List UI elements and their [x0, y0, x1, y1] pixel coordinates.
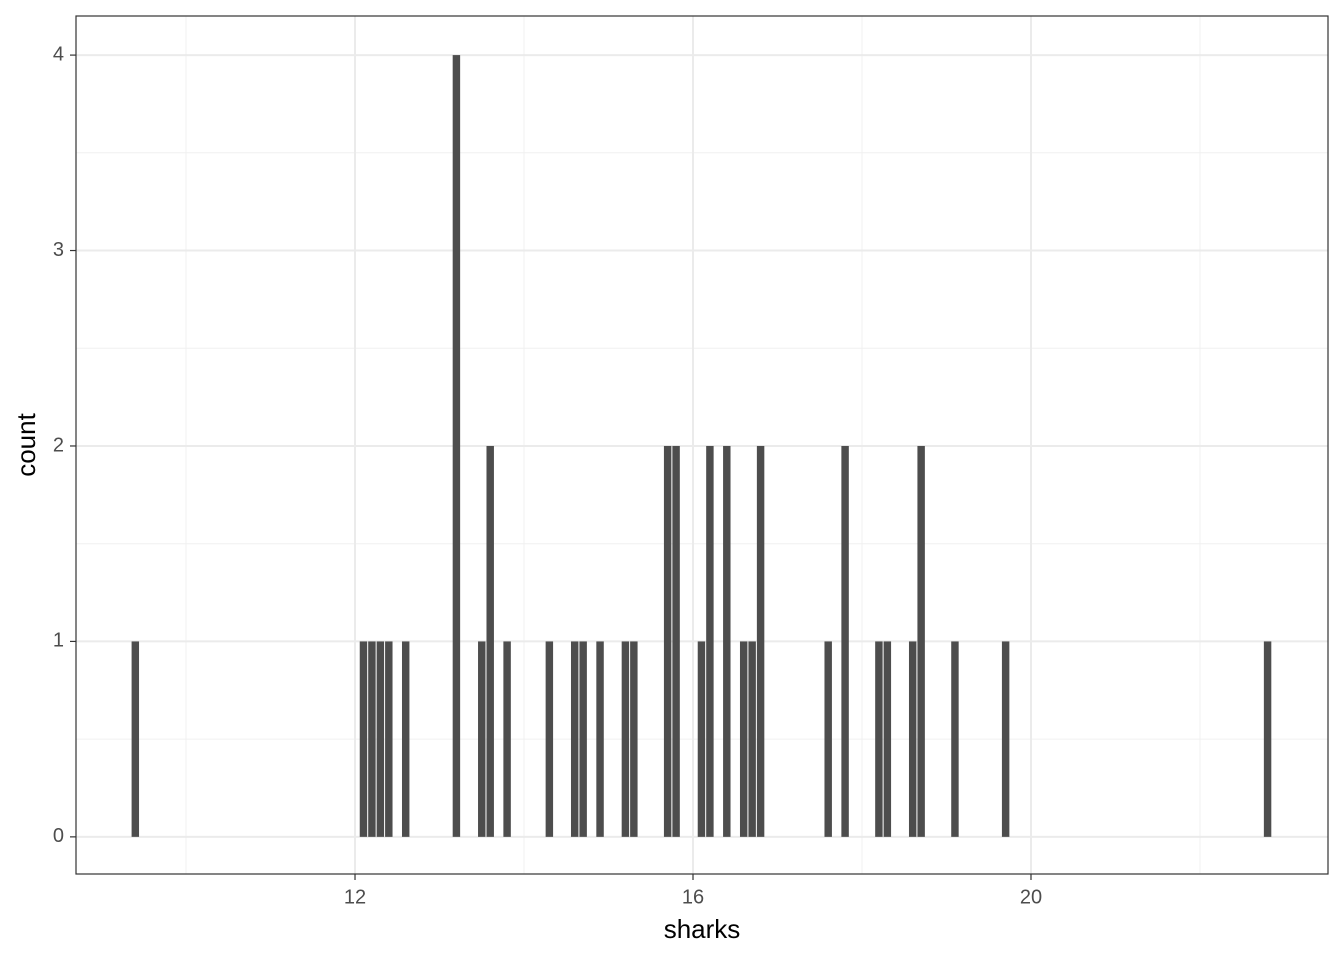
y-tick-label: 0 [53, 825, 64, 847]
bar [452, 55, 461, 837]
bar [385, 641, 393, 837]
bar [486, 445, 494, 837]
y-tick-label: 2 [53, 434, 64, 456]
bar [748, 641, 756, 837]
bar [478, 641, 486, 837]
bar [368, 641, 376, 837]
bar [570, 641, 579, 837]
bar [739, 641, 748, 837]
bar [875, 641, 883, 837]
bar [621, 641, 630, 837]
x-tick-label: 12 [344, 886, 366, 908]
bar [1001, 641, 1010, 837]
bar [630, 641, 638, 837]
x-tick-label: 20 [1020, 886, 1042, 908]
bar [883, 641, 892, 837]
bar [723, 445, 731, 837]
bar [503, 641, 511, 837]
x-tick-label: 16 [682, 886, 704, 908]
bar [401, 641, 410, 837]
bar [697, 641, 706, 837]
bar [131, 641, 140, 837]
x-axis-title: sharks [664, 914, 741, 944]
bar [596, 641, 604, 837]
bar [1263, 641, 1272, 837]
bar [824, 641, 832, 837]
bar [951, 641, 959, 837]
y-tick-label: 3 [53, 239, 64, 261]
bar [917, 445, 925, 837]
bar [663, 445, 672, 837]
bar [376, 641, 385, 837]
bar [756, 445, 765, 837]
y-tick-label: 1 [53, 630, 64, 652]
bar [579, 641, 587, 837]
bar [841, 445, 849, 837]
y-axis-title: count [11, 412, 41, 476]
bar [908, 641, 917, 837]
bar [359, 641, 368, 837]
bar [545, 641, 554, 837]
y-tick-label: 4 [53, 43, 64, 65]
bar [706, 445, 714, 837]
panel-border [75, 15, 1329, 875]
bar [672, 445, 680, 837]
